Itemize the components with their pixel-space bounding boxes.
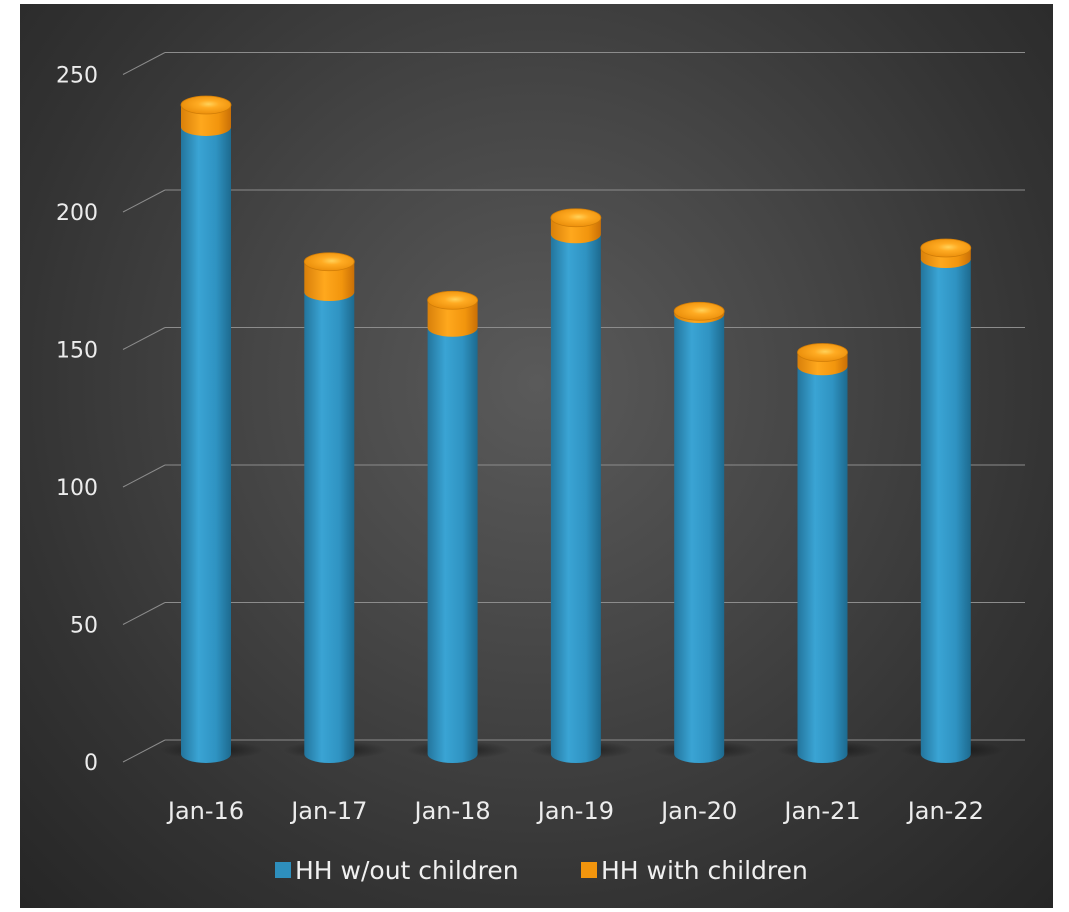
y-tick-label-150: 150 <box>56 339 98 364</box>
bar-segment-hh-with-children <box>427 300 478 337</box>
bar-group-Jan-21 <box>776 343 881 763</box>
legend-item-1: HH w/out children <box>275 856 519 885</box>
bar-top-cap <box>550 208 602 228</box>
x-tick-label-Jan-19: Jan-19 <box>536 797 614 825</box>
bar-group-Jan-17 <box>283 252 388 763</box>
x-tick-label-Jan-18: Jan-18 <box>412 797 490 825</box>
bar-segment-hh-without-children <box>427 327 478 763</box>
bar-top-cap <box>427 290 479 310</box>
bars <box>160 95 1004 763</box>
bar-segment-hh-without-children <box>797 366 848 763</box>
legend-label: HH w/out children <box>295 856 519 885</box>
bar-chart: 0 50 100 150 200 250 Jan-16 Jan-17 Jan-18 Jan-19… <box>56 52 1025 885</box>
x-tick-label-Jan-21: Jan-21 <box>782 797 860 825</box>
bar-group-Jan-19 <box>529 208 634 763</box>
x-tick-label-Jan-16: Jan-16 <box>166 797 244 825</box>
legend-swatch <box>275 862 291 878</box>
bar-segment-hh-without-children <box>674 314 725 763</box>
legend: HH w/out children HH with children <box>275 856 808 885</box>
legend-label: HH with children <box>601 856 808 885</box>
bar-group-Jan-20 <box>653 301 758 763</box>
gridline-200 <box>122 189 1025 213</box>
bar-segment-hh-without-children <box>181 127 231 763</box>
x-axis-labels: Jan-16 Jan-17 Jan-18 Jan-19 Jan-20 Jan-21 Jan-… <box>166 797 984 825</box>
legend-swatch <box>581 862 597 878</box>
bar-group-Jan-22 <box>899 238 1004 763</box>
bar-group-Jan-18 <box>406 290 511 763</box>
bar-segment-hh-without-children <box>550 234 601 763</box>
bar-top-cap <box>920 238 972 258</box>
x-tick-label-Jan-20: Jan-20 <box>659 797 737 825</box>
bar-segment-hh-without-children <box>920 259 971 763</box>
bar-top-cap <box>303 252 355 272</box>
chart-area: 0 50 100 150 200 250 Jan-16 Jan-17 Jan-18 Jan-19… <box>20 4 1053 908</box>
x-tick-label-Jan-17: Jan-17 <box>289 797 367 825</box>
y-tick-label-250: 250 <box>56 64 98 89</box>
x-tick-label-Jan-22: Jan-22 <box>906 797 984 825</box>
y-axis-ticks: 0 50 100 150 200 250 <box>56 64 98 777</box>
legend-item-2: HH with children <box>581 856 808 885</box>
bar-group-Jan-16 <box>160 95 264 763</box>
y-tick-label-200: 200 <box>56 201 98 226</box>
bar-segment-hh-without-children <box>304 292 355 763</box>
bar-top-cap <box>797 343 848 362</box>
y-tick-label-100: 100 <box>56 476 98 501</box>
y-tick-label-50: 50 <box>70 614 98 639</box>
bar-top-cap <box>673 301 725 321</box>
y-tick-label-0: 0 <box>84 751 98 776</box>
gridline-250 <box>122 52 1025 75</box>
bar-segment-hh-with-children <box>304 261 355 301</box>
bar-top-cap <box>180 95 232 115</box>
